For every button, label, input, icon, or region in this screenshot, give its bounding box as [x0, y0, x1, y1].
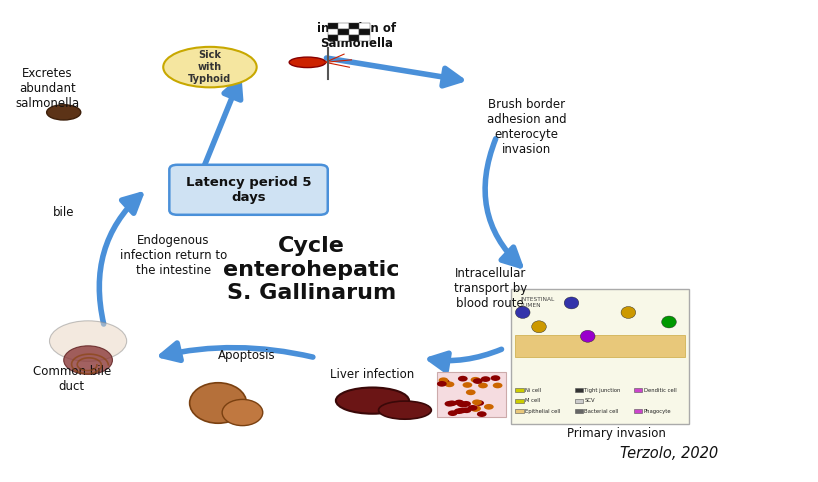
Circle shape	[478, 383, 488, 388]
Text: Sick
with
Typhoid: Sick with Typhoid	[188, 51, 231, 84]
Bar	[328, 29, 339, 35]
Ellipse shape	[621, 307, 636, 319]
Circle shape	[461, 407, 471, 413]
Bar	[438, 372, 506, 417]
Circle shape	[471, 405, 481, 411]
Circle shape	[458, 376, 468, 382]
Circle shape	[459, 402, 469, 407]
Text: Epithelial cell: Epithelial cell	[525, 409, 560, 414]
Circle shape	[454, 408, 464, 414]
Circle shape	[477, 411, 487, 417]
Ellipse shape	[336, 388, 409, 414]
Ellipse shape	[190, 383, 246, 423]
Text: Liver infection: Liver infection	[330, 368, 415, 381]
Bar	[575, 388, 583, 392]
Circle shape	[492, 383, 502, 388]
FancyBboxPatch shape	[510, 289, 690, 425]
Circle shape	[484, 404, 494, 410]
Ellipse shape	[379, 401, 431, 419]
Text: Latency period 5
days: Latency period 5 days	[186, 176, 312, 204]
Circle shape	[473, 378, 483, 384]
Text: ingestion of
Salmonella: ingestion of Salmonella	[317, 22, 396, 50]
Bar	[339, 23, 349, 29]
Text: INTESTINAL
LUMEN: INTESTINAL LUMEN	[520, 297, 555, 308]
Bar	[575, 399, 583, 402]
Circle shape	[491, 375, 501, 381]
Text: Denditic cell: Denditic cell	[644, 388, 676, 393]
Text: Terzolo, 2020: Terzolo, 2020	[620, 445, 718, 460]
Circle shape	[474, 400, 484, 406]
Ellipse shape	[50, 321, 127, 362]
Bar	[339, 29, 349, 35]
Text: Apoptosis: Apoptosis	[218, 349, 276, 362]
Circle shape	[457, 408, 467, 414]
Text: Phagocyte: Phagocyte	[644, 409, 672, 414]
Text: Endogenous
infection return to
the intestine: Endogenous infection return to the intes…	[119, 234, 227, 277]
Bar	[634, 409, 642, 413]
Circle shape	[461, 401, 471, 407]
Circle shape	[444, 401, 454, 407]
Bar	[359, 29, 370, 35]
Text: Excretes
abundant
salmonella: Excretes abundant salmonella	[16, 67, 79, 110]
Text: bile: bile	[53, 206, 74, 219]
Circle shape	[437, 381, 447, 387]
Bar	[359, 35, 370, 41]
Circle shape	[438, 377, 448, 383]
Ellipse shape	[515, 307, 530, 319]
Bar	[349, 29, 359, 35]
Bar	[575, 409, 583, 413]
Bar	[515, 335, 685, 357]
Text: Common bile
duct: Common bile duct	[33, 365, 111, 393]
Ellipse shape	[564, 297, 579, 309]
Text: Bacterial cell: Bacterial cell	[585, 409, 619, 414]
Circle shape	[447, 401, 456, 406]
Circle shape	[454, 400, 464, 405]
Bar	[349, 35, 359, 41]
Ellipse shape	[164, 47, 257, 87]
Bar	[339, 35, 349, 41]
Ellipse shape	[532, 321, 546, 333]
Ellipse shape	[64, 346, 112, 375]
Circle shape	[466, 389, 475, 395]
Bar	[328, 35, 339, 41]
Text: Ni cell: Ni cell	[525, 388, 542, 393]
FancyBboxPatch shape	[169, 165, 328, 215]
Circle shape	[481, 376, 491, 382]
Circle shape	[462, 382, 472, 388]
Text: Tight junction: Tight junction	[585, 388, 621, 393]
Ellipse shape	[47, 105, 81, 120]
Bar	[515, 409, 524, 413]
Circle shape	[472, 400, 482, 405]
Bar	[328, 23, 339, 29]
Ellipse shape	[662, 316, 676, 328]
Text: M cell: M cell	[525, 398, 541, 403]
Ellipse shape	[290, 57, 326, 67]
Circle shape	[470, 406, 480, 412]
Circle shape	[440, 379, 450, 385]
Circle shape	[445, 381, 454, 387]
Bar	[359, 23, 370, 29]
Bar	[515, 399, 524, 402]
Circle shape	[470, 377, 480, 383]
Bar	[634, 388, 642, 392]
Text: Brush border
adhesion and
enterocyte
invasion: Brush border adhesion and enterocyte inv…	[487, 98, 567, 156]
Circle shape	[447, 410, 457, 416]
Ellipse shape	[222, 400, 263, 426]
Text: Cycle
enterohepatic
S. Gallinarum: Cycle enterohepatic S. Gallinarum	[223, 236, 400, 303]
Text: Primary invasion: Primary invasion	[567, 428, 666, 441]
Ellipse shape	[581, 330, 595, 342]
Circle shape	[468, 405, 478, 411]
Bar	[515, 388, 524, 392]
Text: SCV: SCV	[585, 398, 596, 403]
Circle shape	[457, 402, 466, 407]
Text: Intracellular
transport by
blood route: Intracellular transport by blood route	[454, 267, 527, 310]
Bar	[349, 23, 359, 29]
